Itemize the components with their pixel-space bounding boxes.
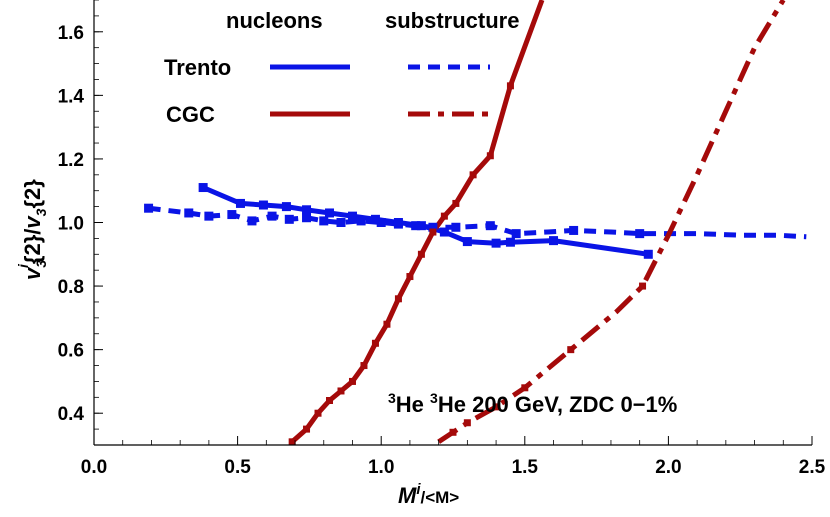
plot-area: [144, 0, 807, 445]
data-point-cgc-nucleons-1: [303, 425, 311, 433]
data-point-cgc-nucleons-0: [288, 438, 296, 445]
data-point-cgc-nucleons-3: [326, 397, 334, 404]
data-point-trento-substructure-4: [247, 216, 257, 226]
data-point-trento-substructure-10: [356, 216, 366, 226]
data-point-trento-nucleons-14: [549, 236, 559, 246]
x-tick-label: 0.5: [224, 457, 251, 478]
data-point-cgc-nucleons-12: [429, 228, 437, 236]
y-tick-label: 0.8: [58, 277, 84, 298]
data-point-cgc-nucleons-13: [440, 212, 448, 220]
data-point-trento-substructure-6: [284, 214, 294, 224]
data-point-cgc-nucleons-6: [360, 362, 368, 370]
data-point-trento-nucleons-3: [281, 202, 291, 212]
x-tick-label: 1.5: [512, 457, 539, 478]
data-point-trento-substructure-15: [451, 222, 461, 232]
data-point-trento-nucleons-13: [505, 237, 515, 247]
y-tick-label: 0.6: [58, 341, 84, 362]
data-point-trento-substructure-0: [144, 203, 154, 213]
data-point-trento-substructure-2: [204, 211, 214, 221]
data-point-trento-nucleons-6: [347, 211, 357, 221]
data-point-trento-substructure-8: [319, 216, 329, 226]
data-point-cgc-substructure-4: [567, 346, 575, 354]
y-tick-label: 1.6: [58, 23, 84, 44]
legend-header-substructure: substructure: [385, 8, 519, 33]
y-tick-label: 1.2: [58, 150, 84, 171]
data-point-cgc-substructure-0: [449, 428, 457, 436]
data-point-trento-substructure-13: [411, 221, 421, 231]
y-axis-label: v3i{2}/v3{2}: [15, 179, 49, 280]
data-point-trento-substructure-3: [227, 210, 237, 220]
annotation: 3He 3He 200 GeV, ZDC 0−1%: [388, 390, 677, 417]
x-tick-label: 1.0: [368, 457, 394, 478]
data-point-cgc-nucleons-7: [371, 339, 379, 347]
data-point-cgc-substructure-3: [521, 384, 529, 392]
data-point-cgc-nucleons-2: [314, 409, 322, 417]
data-point-cgc-substructure-1: [463, 419, 471, 427]
data-point-cgc-nucleons-10: [406, 273, 414, 281]
data-point-cgc-nucleons-5: [348, 377, 356, 385]
data-point-trento-substructure-12: [393, 219, 403, 229]
data-point-trento-nucleons-7: [370, 214, 380, 224]
data-point-trento-substructure-9: [336, 218, 346, 227]
data-point-cgc-substructure-2: [492, 403, 500, 411]
series-line-trento-substructure: [148, 205, 807, 240]
x-tick-label: 2.5: [799, 457, 826, 478]
data-point-cgc-substructure-5: [639, 282, 647, 290]
data-point-cgc-nucleons-4: [337, 387, 345, 395]
data-point-trento-substructure-19: [635, 229, 645, 239]
y-tick-label: 0.4: [58, 404, 85, 425]
data-point-trento-substructure-18: [569, 225, 579, 235]
x-axis-label: Mi/<M>: [398, 481, 459, 508]
data-point-trento-nucleons-11: [462, 237, 472, 247]
data-point-cgc-nucleons-15: [469, 171, 477, 179]
data-point-cgc-nucleons-8: [383, 320, 391, 328]
data-point-trento-substructure-17: [511, 229, 521, 239]
series-line-cgc-substructure: [437, 0, 786, 444]
data-point-cgc-nucleons-11: [417, 250, 425, 258]
x-tick-label: 0.0: [81, 457, 107, 478]
data-point-trento-substructure-7: [302, 213, 312, 223]
data-point-trento-nucleons-10: [439, 227, 449, 237]
axes: 0.0 0.5 1.0 1.5 2.0 2.5 0.4 0.6 0.8 1.0 1.2 1.4 1.6: [58, 0, 826, 478]
data-point-trento-nucleons-5: [325, 208, 335, 218]
data-point-trento-nucleons-4: [302, 205, 312, 215]
x-tick-label: 2.0: [655, 457, 681, 478]
y-tick-label: 1.0: [58, 214, 84, 235]
data-point-trento-nucleons-15: [643, 249, 653, 259]
data-point-trento-nucleons-12: [491, 238, 501, 248]
legend-label-trento: Trento: [164, 55, 231, 80]
data-point-trento-substructure-5: [267, 211, 277, 221]
data-point-cgc-nucleons-14: [452, 199, 460, 207]
legend-header-nucleons: nucleons: [226, 8, 323, 33]
data-point-cgc-nucleons-16: [486, 152, 494, 160]
data-point-trento-substructure-1: [184, 208, 194, 218]
data-point-trento-nucleons-1: [235, 198, 245, 208]
legend-label-cgc: CGC: [166, 102, 215, 127]
data-point-cgc-nucleons-9: [394, 295, 402, 303]
data-point-trento-substructure-11: [376, 218, 386, 227]
data-point-trento-nucleons-2: [258, 200, 268, 210]
data-point-trento-nucleons-0: [198, 183, 208, 193]
data-point-trento-nucleons-9: [416, 221, 426, 231]
data-point-cgc-nucleons-17: [506, 82, 514, 90]
y-tick-label: 1.4: [58, 86, 85, 107]
data-point-trento-substructure-16: [485, 221, 495, 231]
legend: nucleons substructure Trento CGC: [164, 8, 519, 127]
data-point-trento-substructure-14: [428, 222, 438, 232]
